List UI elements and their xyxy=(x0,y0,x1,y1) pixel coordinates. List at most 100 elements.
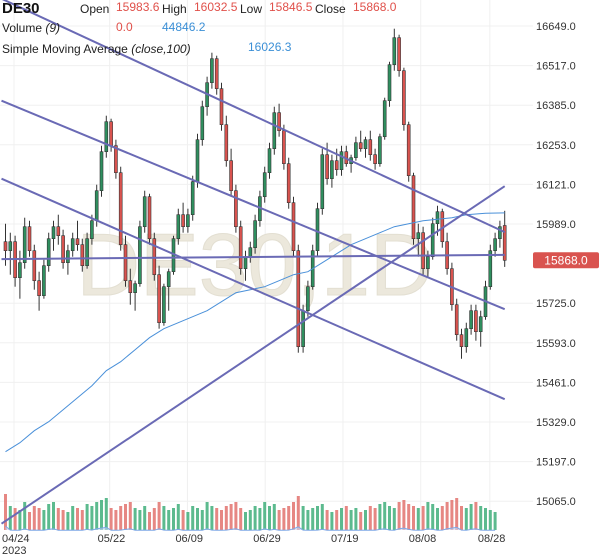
volume-avg-value: 44846.2 xyxy=(162,20,206,34)
last-price-marker: 15868.0 xyxy=(533,252,599,269)
candle-up xyxy=(493,238,497,251)
volume-bar xyxy=(340,508,343,530)
volume-bar xyxy=(272,504,276,530)
volume-bar xyxy=(402,500,406,530)
trendline[interactable] xyxy=(1,0,506,234)
volume-legend: Volume (9) xyxy=(2,21,60,35)
volume-bar xyxy=(282,508,286,530)
trendline[interactable] xyxy=(1,253,505,261)
volume-bar xyxy=(301,506,305,530)
time-tick-label: 06/09 xyxy=(175,533,203,545)
time-tick-label: 08/28 xyxy=(478,533,506,545)
candle-down xyxy=(474,310,478,333)
candle-down xyxy=(368,139,373,155)
candle-up xyxy=(133,283,137,294)
volume-bar xyxy=(85,504,89,530)
high-value: 16032.5 xyxy=(194,0,238,14)
volume-bar xyxy=(445,502,449,530)
volume-bar xyxy=(484,508,487,530)
candle-up xyxy=(253,220,257,248)
volume-bar xyxy=(37,508,41,530)
volume-bar xyxy=(181,510,185,530)
time-tick-label: 05/22 xyxy=(98,533,126,545)
open-label: Open xyxy=(80,2,110,16)
candle-down xyxy=(61,235,65,263)
candle-up xyxy=(104,121,109,152)
candle-up xyxy=(22,226,27,263)
volume-bar xyxy=(460,506,463,530)
candle-up xyxy=(138,226,142,284)
candle-up xyxy=(243,256,248,270)
volume-bar xyxy=(392,508,396,530)
candle-down xyxy=(454,304,459,336)
volume-bar xyxy=(128,502,132,530)
candle-down xyxy=(219,88,224,125)
volume-value: 0.0 xyxy=(116,20,133,34)
candle-down xyxy=(296,250,301,347)
time-tick-label: 08/08 xyxy=(409,533,437,545)
trendlines[interactable] xyxy=(0,0,506,525)
volume-bar xyxy=(176,504,180,530)
volume-bar xyxy=(119,506,123,530)
volume-bar xyxy=(104,498,108,530)
candle-up xyxy=(200,106,205,140)
volume-period: (9) xyxy=(45,21,61,35)
volume-bar xyxy=(421,506,425,530)
price-tick-label: 16385.0 xyxy=(536,100,576,112)
candle-up xyxy=(46,238,51,266)
volume-bar xyxy=(440,506,444,530)
candle-up xyxy=(90,220,94,239)
candle-up xyxy=(416,232,421,239)
candle-up xyxy=(488,250,493,287)
volume-bar xyxy=(28,512,31,530)
candle-up xyxy=(301,310,305,348)
volume-bar xyxy=(23,502,27,530)
volume-bar xyxy=(152,508,156,530)
candle-down xyxy=(109,121,113,146)
volume-bar xyxy=(42,510,46,530)
price-tick-label: 15989.0 xyxy=(536,219,576,231)
volume-bar xyxy=(373,508,377,530)
candle-down xyxy=(37,280,41,297)
candle-up xyxy=(186,214,190,227)
candle-up xyxy=(306,286,310,312)
candle-up xyxy=(85,238,89,266)
candle-up xyxy=(142,196,147,227)
volume-bar xyxy=(143,506,147,530)
candle-up xyxy=(248,247,253,257)
volume-bar xyxy=(196,508,199,530)
volume-bar xyxy=(359,512,363,530)
volume-bar xyxy=(124,504,127,530)
candle-down xyxy=(157,274,161,324)
trendline[interactable] xyxy=(1,177,506,401)
volume-bar xyxy=(138,510,142,530)
volume-bar xyxy=(412,506,415,530)
volume-bars xyxy=(4,494,497,531)
volume-bar xyxy=(80,510,84,530)
price-tick-label: 15725.0 xyxy=(536,298,576,310)
volume-bar xyxy=(13,508,17,530)
candle-down xyxy=(118,172,123,245)
candle-down xyxy=(402,70,406,125)
candle-up xyxy=(190,181,195,215)
candle-up xyxy=(176,214,181,239)
trendline[interactable] xyxy=(0,185,506,525)
candle-down xyxy=(224,124,229,161)
candle-down xyxy=(32,250,37,281)
candle-up xyxy=(315,208,320,251)
low-label: Low xyxy=(240,2,263,16)
candle-up xyxy=(363,139,368,149)
volume-bar xyxy=(253,506,257,530)
volume-bar xyxy=(479,506,483,530)
candle-up xyxy=(426,256,430,270)
price-tick-label: 16121.0 xyxy=(536,179,576,191)
volume-bar xyxy=(320,504,324,530)
last-price-label: 15868.0 xyxy=(544,253,588,267)
candle-down xyxy=(128,280,133,294)
candle-down xyxy=(373,154,377,164)
trendline[interactable] xyxy=(1,99,506,311)
candle-up xyxy=(99,151,104,191)
volume-bar xyxy=(455,498,459,530)
volume-bar xyxy=(383,502,387,530)
